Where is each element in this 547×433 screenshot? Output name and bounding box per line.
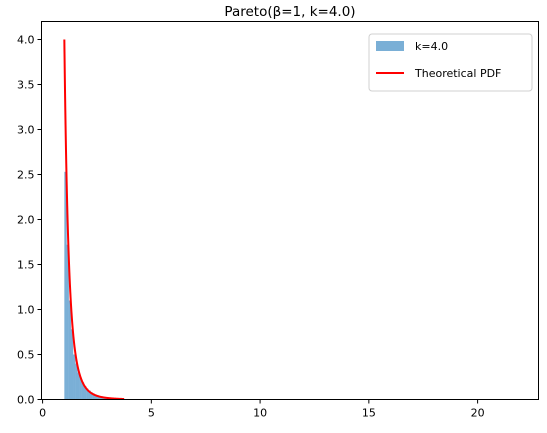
y-axis-ticks: 0.0 0.5 1.0 1.5 2.0 2.5 3.0 3.5 4.0 <box>17 34 42 407</box>
y-tick-label: 1.0 <box>17 304 35 317</box>
histogram-bar <box>88 390 91 400</box>
chart-title: Pareto(β=1, k=4.0) <box>224 4 355 20</box>
histogram-bar <box>86 388 89 400</box>
histogram-bar <box>83 386 87 400</box>
legend-histogram-swatch <box>376 41 404 51</box>
histogram-bar <box>90 392 93 400</box>
y-tick-label: 0.5 <box>17 349 35 362</box>
y-tick-label: 0.0 <box>17 394 35 407</box>
x-tick-label: 0 <box>39 407 46 420</box>
histogram-bar <box>75 363 78 400</box>
y-tick-label: 2.5 <box>17 169 35 182</box>
pdf-line <box>63 39 125 401</box>
y-tick-label: 2.0 <box>17 214 35 227</box>
legend: k=4.0 Theoretical PDF <box>368 33 533 92</box>
y-tick-label: 4.0 <box>17 34 35 47</box>
y-tick-label: 1.5 <box>17 259 35 272</box>
histogram-bars <box>64 171 124 400</box>
x-tick-label: 10 <box>253 407 267 420</box>
x-tick-label: 15 <box>362 407 376 420</box>
histogram-bar <box>92 393 95 400</box>
histogram-bar <box>68 300 72 400</box>
legend-pdf-label: Theoretical PDF <box>414 67 501 80</box>
legend-box <box>368 33 533 92</box>
histogram-bar <box>70 329 74 400</box>
x-axis-ticks: 0 5 10 15 20 <box>39 399 485 420</box>
histogram-bar <box>96 395 100 400</box>
histogram-bar <box>64 171 67 400</box>
histogram-bar <box>66 244 69 400</box>
y-tick-label: 3.5 <box>17 79 35 92</box>
y-tick-label: 3.0 <box>17 124 35 137</box>
histogram-bar <box>94 394 98 400</box>
x-tick-label: 5 <box>148 407 155 420</box>
x-tick-label: 20 <box>471 407 485 420</box>
histogram-bar <box>77 372 80 400</box>
plot-frame <box>41 21 539 400</box>
histogram-bar <box>79 377 82 400</box>
histogram-bar <box>73 354 76 400</box>
legend-histogram-label: k=4.0 <box>415 40 448 53</box>
histogram-bar <box>81 382 85 400</box>
